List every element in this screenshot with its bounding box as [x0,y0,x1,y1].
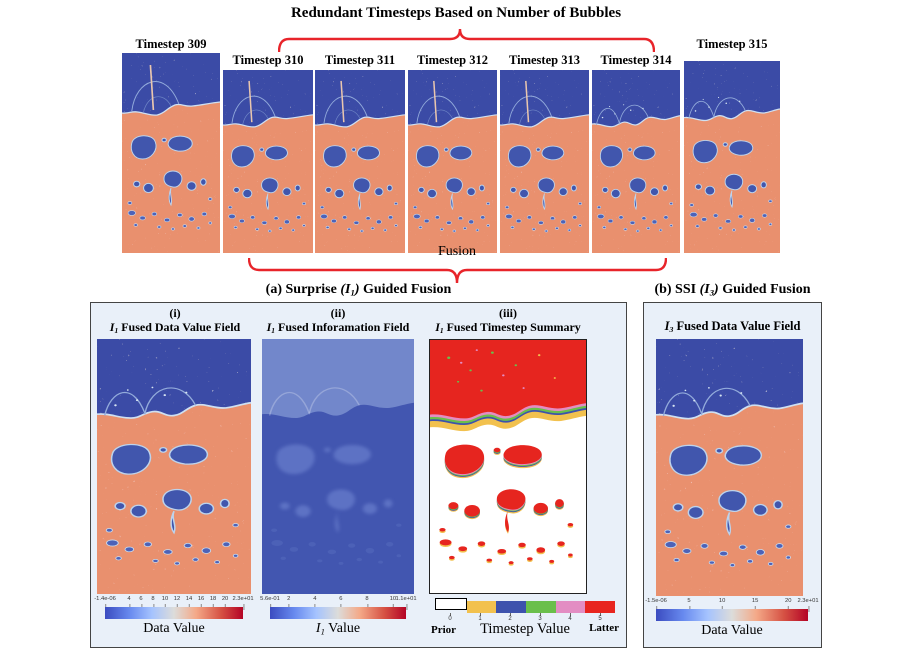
subpanel-ii-header: (ii) I1 Fused Inforamation Field [251,306,425,338]
ssi-fused-data-value-field-image [656,339,803,596]
segment-number: 4 [555,613,585,622]
segment-2 [496,601,527,613]
timestep-label-314: Timestep 314 [600,53,672,67]
figure-title: Redundant Timesteps Based on Number of B… [290,5,622,21]
colorbar-ii-caption: I1 Value [315,621,361,637]
tick-label: 2.3e+01 [797,598,819,612]
tick-label: 4 [127,596,131,610]
tick-label: 10 [161,596,169,610]
tick-label: 6 [139,596,143,610]
fusion-brace [248,257,667,284]
fused-data-value-field-image [97,339,251,594]
colorbar-i-gradient [105,607,243,619]
timestep-label-315: Timestep 315 [696,37,768,51]
tick-label: 5 [687,598,691,612]
timestep-label-311: Timestep 311 [324,53,396,67]
tick-label: 20 [221,596,229,610]
segment-5 [585,601,616,613]
subpanel-ii-number: (ii) [330,306,346,320]
timestep-314-image [592,70,680,253]
timestep-label-309: Timestep 309 [135,37,207,51]
tick-label: 20 [785,598,792,612]
subpanel-iii-header: (iii) I1 Fused Timestep Summary [421,306,595,338]
subpanel-i-header: (i) I1 Fused Data Value Field [91,306,259,338]
tick-label: -1.4e-06 [94,596,116,610]
panel-b-box: I3 Fused Data Value Field -1.5e-06 5 10 … [643,302,822,648]
discrete-colorbar-caption-row: Prior Timestep Value Latter [429,620,621,642]
subpanel-i-number: (i) [169,306,181,320]
colorbar-ii-gradient [270,607,406,619]
fused-information-field-image [262,339,414,594]
timestep-312-image [408,70,497,253]
discrete-colorbar-numbers: 0 1 2 3 4 5 [435,613,615,622]
tick-label: 5.6e-01 [260,596,280,610]
colorbar-i1-value: 5.6e-01 2 4 6 8 10 1.1e+01 I1 Value [260,596,417,646]
tick-label: 2 [287,596,291,610]
segment-number: 3 [525,613,555,622]
fusion-brace-path [248,257,667,284]
fused-timestep-summary-image [429,339,587,594]
colorbar-data-value-i: -1.4e-06 4 6 8 10 12 14 16 18 20 2.3e+01… [94,596,254,646]
timestep-313-image [500,70,589,253]
colorbar-b-caption: Data Value [701,623,763,638]
subpanel-iii-number: (iii) [499,306,517,320]
tick-label: 18 [209,596,217,610]
tick-label: 15 [751,598,759,612]
latter-label: Latter [589,622,619,634]
segment-number: 0 [435,613,465,622]
fusion-label: Fusion [437,244,477,259]
colorbar-i-ticks: -1.4e-06 4 6 8 10 12 14 16 18 20 2.3e+01 [94,596,254,610]
tick-label: 10 [718,598,726,612]
colorbar-i-caption: Data Value [143,621,205,636]
timestep-label-313: Timestep 313 [509,53,580,67]
discrete-colorbar [435,598,616,613]
timestep-311-image [315,70,405,253]
tick-label: 16 [197,596,205,610]
tick-label: 6 [339,596,343,610]
timestep-309-image [122,53,220,253]
tick-label: -1.5e-06 [645,598,667,612]
segment-number: 1 [465,613,495,622]
tick-label: 8 [365,596,369,610]
timestep-label-312: Timestep 312 [417,53,488,67]
segment-3 [526,601,556,613]
tick-label: 14 [185,596,193,610]
tick-label: 2.3e+01 [232,596,254,610]
timestep-310-image [223,70,313,253]
colorbar-b-gradient [656,609,808,621]
redundant-brace-path [278,28,655,53]
colorbar-data-value-b: -1.5e-06 5 10 15 20 2.3e+01 Data Value [645,598,819,648]
tick-label: 12 [173,596,181,610]
tick-label: 1.1e+01 [395,596,417,610]
segment-0 [435,598,467,610]
panel-b-title: (b) SSI (I3) Guided Fusion [654,282,811,298]
redundant-brace [278,28,655,53]
panel-a-box: (i) I1 Fused Data Value Field (ii) I1 Fu… [90,302,627,648]
panel-a-title: (a) Surprise (I1) Guided Fusion [265,282,452,298]
colorbar-b-ticks: -1.5e-06 5 10 15 20 2.3e+01 [645,598,819,612]
segment-number: 5 [585,613,615,622]
colorbar-iii-caption: Timestep Value [480,621,570,637]
tick-label: 4 [313,596,317,610]
segment-4 [555,601,586,613]
timestep-label-310: Timestep 310 [232,53,304,67]
tick-label: 8 [151,596,155,610]
colorbar-timestep-value: 0 1 2 3 4 5 Prior Timestep Value Latter [429,596,621,646]
prior-label: Prior [431,624,457,636]
panel-b-header: I3 Fused Data Value Field [664,319,801,335]
timestep-315-image [684,61,780,253]
segment-number: 2 [495,613,525,622]
segment-1 [466,601,497,613]
colorbar-ii-ticks: 5.6e-01 2 4 6 8 10 1.1e+01 [260,596,417,610]
